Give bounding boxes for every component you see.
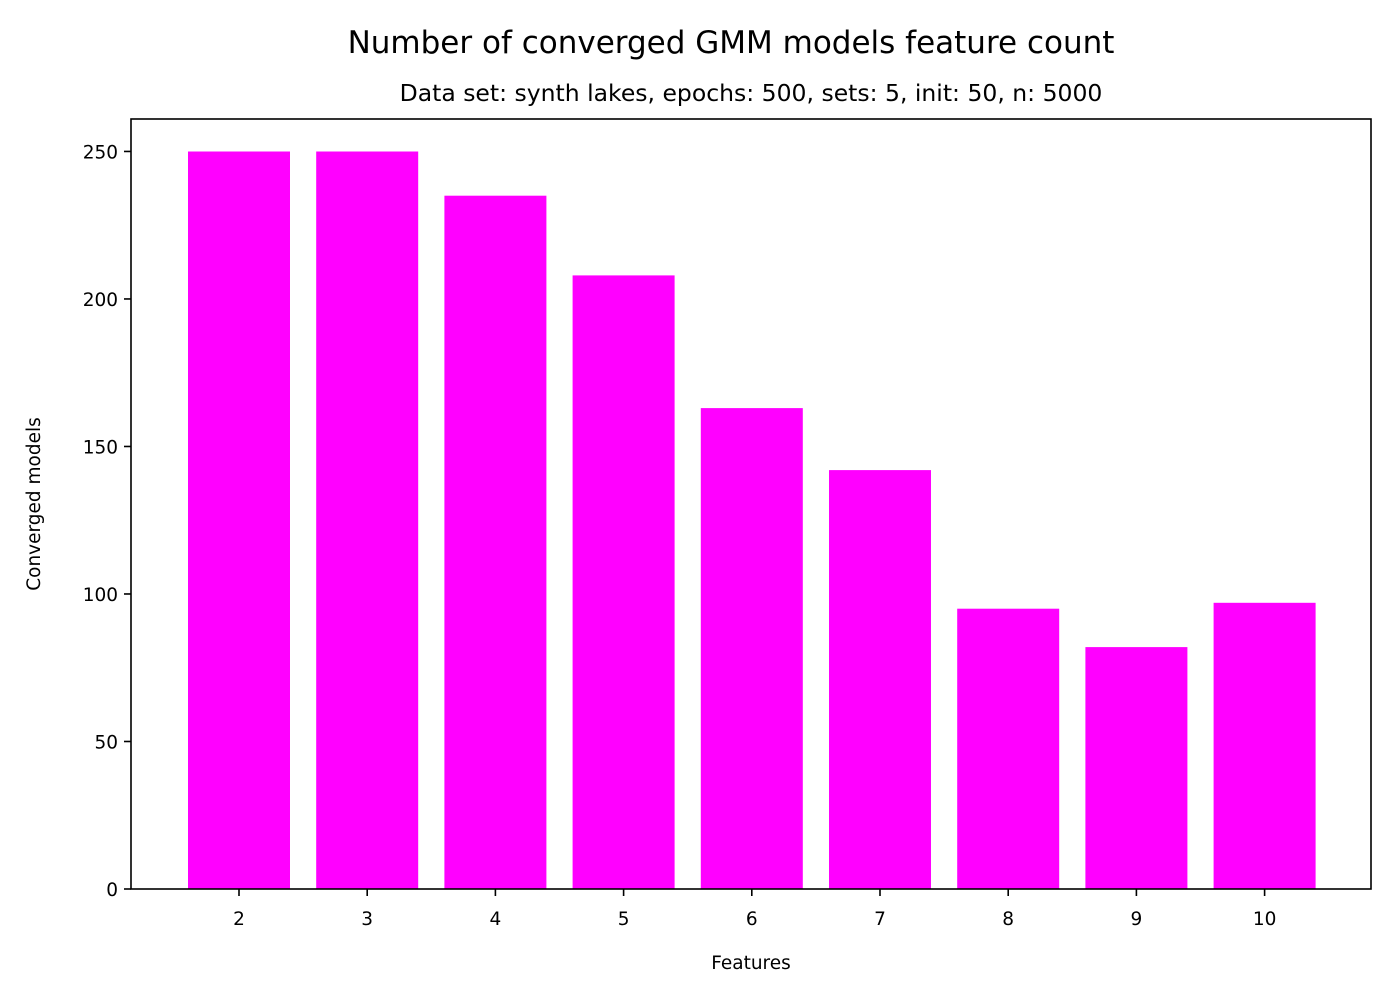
- y-tick-label: 0: [106, 880, 118, 901]
- bar-2: [188, 151, 290, 889]
- x-tick-label: 3: [361, 909, 373, 930]
- x-tick-label: 6: [746, 909, 758, 930]
- chart-subtitle: Data set: synth lakes, epochs: 500, sets…: [400, 79, 1103, 107]
- bar-9: [1085, 647, 1188, 889]
- y-tick-label: 50: [94, 732, 118, 753]
- x-tick-label: 8: [1002, 909, 1014, 930]
- bar-5: [572, 275, 675, 889]
- x-tick-label: 10: [1253, 909, 1277, 930]
- bar-4: [444, 195, 547, 889]
- x-tick-label: 4: [490, 909, 502, 930]
- y-tick-label: 250: [83, 142, 118, 163]
- bar-10: [1213, 602, 1316, 889]
- chart-title: Number of converged GMM models feature c…: [348, 25, 1115, 61]
- x-tick-label: 5: [618, 909, 630, 930]
- y-tick-label: 100: [83, 585, 118, 606]
- y-tick-label: 200: [83, 290, 118, 311]
- y-tick-label: 150: [83, 437, 118, 458]
- x-tick-label: 2: [233, 909, 245, 930]
- x-tick-label: 7: [874, 909, 886, 930]
- x-axis-label: Features: [711, 953, 791, 974]
- bar-8: [957, 608, 1060, 889]
- bar-7: [829, 470, 931, 889]
- bars-layer: [188, 151, 1316, 889]
- y-axis-label: Converged models: [24, 417, 45, 591]
- x-tick-label: 9: [1131, 909, 1143, 930]
- bar-6: [700, 408, 803, 889]
- plot-frame: [130, 118, 1372, 890]
- bar-3: [316, 151, 419, 889]
